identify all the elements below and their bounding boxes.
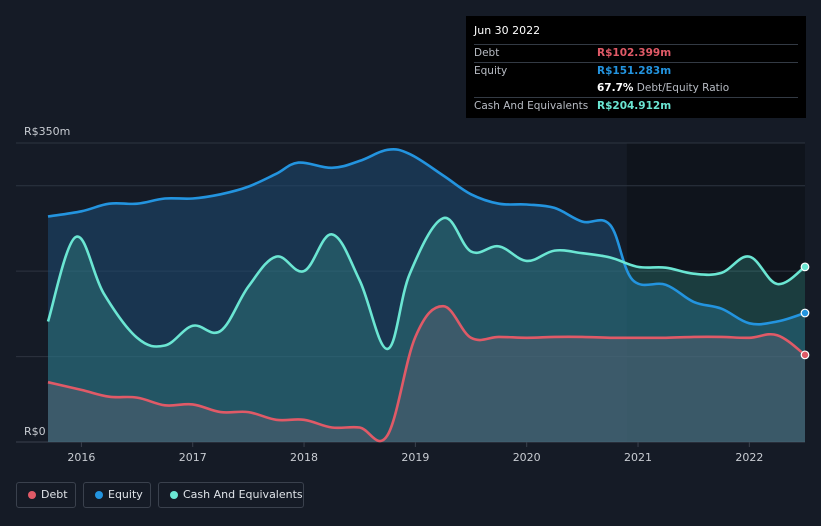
cash-area — [48, 217, 805, 442]
tooltip-cash-label: Cash And Equivalents — [474, 100, 589, 112]
debt-endpoint-marker — [800, 350, 810, 360]
tooltip-debt-label: Debt — [474, 47, 500, 59]
equity-endpoint-marker — [800, 308, 810, 318]
tooltip-equity-label: Equity — [474, 65, 508, 77]
x-axis: 2016 2017 2018 2019 2020 2021 2022 — [67, 442, 763, 464]
y-tick-label: R$0 — [24, 425, 46, 438]
tooltip-ratio: 67.7% Debt/Equity Ratio — [597, 80, 729, 97]
series-endpoints — [800, 262, 810, 360]
equity-dot-icon — [95, 491, 103, 499]
y-axis: R$350m R$0 — [24, 125, 70, 438]
tooltip-ratio-value: 67.7% — [597, 82, 634, 94]
legend-debt-label: Debt — [41, 488, 68, 501]
debt-line — [47, 304, 806, 443]
x-tick-label: 2022 — [735, 451, 763, 464]
series-lines — [46, 148, 806, 443]
tooltip-cash-value: R$204.912m — [597, 100, 672, 112]
tooltip-equity-row: Equity R$151.283m — [474, 62, 798, 80]
tooltip-ratio-row: 67.7% Debt/Equity Ratio — [474, 80, 798, 97]
cash-dot-icon — [170, 491, 178, 499]
x-tick-label: 2021 — [624, 451, 652, 464]
legend-cash-label: Cash And Equivalents — [183, 488, 303, 501]
x-tick-label: 2017 — [179, 451, 207, 464]
tooltip-ratio-label: Debt/Equity Ratio — [636, 82, 730, 94]
x-tick-label: 2016 — [67, 451, 95, 464]
tooltip-equity-value: R$151.283m — [597, 65, 672, 77]
cash-line — [46, 216, 806, 351]
legend-equity[interactable]: Equity — [83, 482, 151, 508]
x-tick-label: 2018 — [290, 451, 318, 464]
x-tick-label: 2019 — [401, 451, 429, 464]
equity-line — [47, 148, 806, 326]
tooltip-cash-row: Cash And Equivalents R$204.912m — [474, 97, 798, 115]
debt-area — [48, 306, 805, 442]
x-tick-label: 2020 — [513, 451, 541, 464]
legend-debt[interactable]: Debt — [16, 482, 76, 508]
series-areas — [48, 149, 805, 443]
y-tick-label: R$350m — [24, 125, 70, 138]
legend-cash[interactable]: Cash And Equivalents — [158, 482, 304, 508]
tooltip-debt-row: Debt R$102.399m — [474, 44, 798, 62]
legend-equity-label: Equity — [108, 488, 143, 501]
debt-dot-icon — [28, 491, 36, 499]
tooltip-debt-value: R$102.399m — [597, 47, 672, 59]
cash-endpoint-marker — [800, 262, 810, 272]
tooltip-date: Jun 30 2022 — [474, 24, 541, 37]
tooltip: Jun 30 2022 Debt R$102.399m Equity R$151… — [466, 16, 806, 118]
equity-area — [48, 149, 805, 443]
